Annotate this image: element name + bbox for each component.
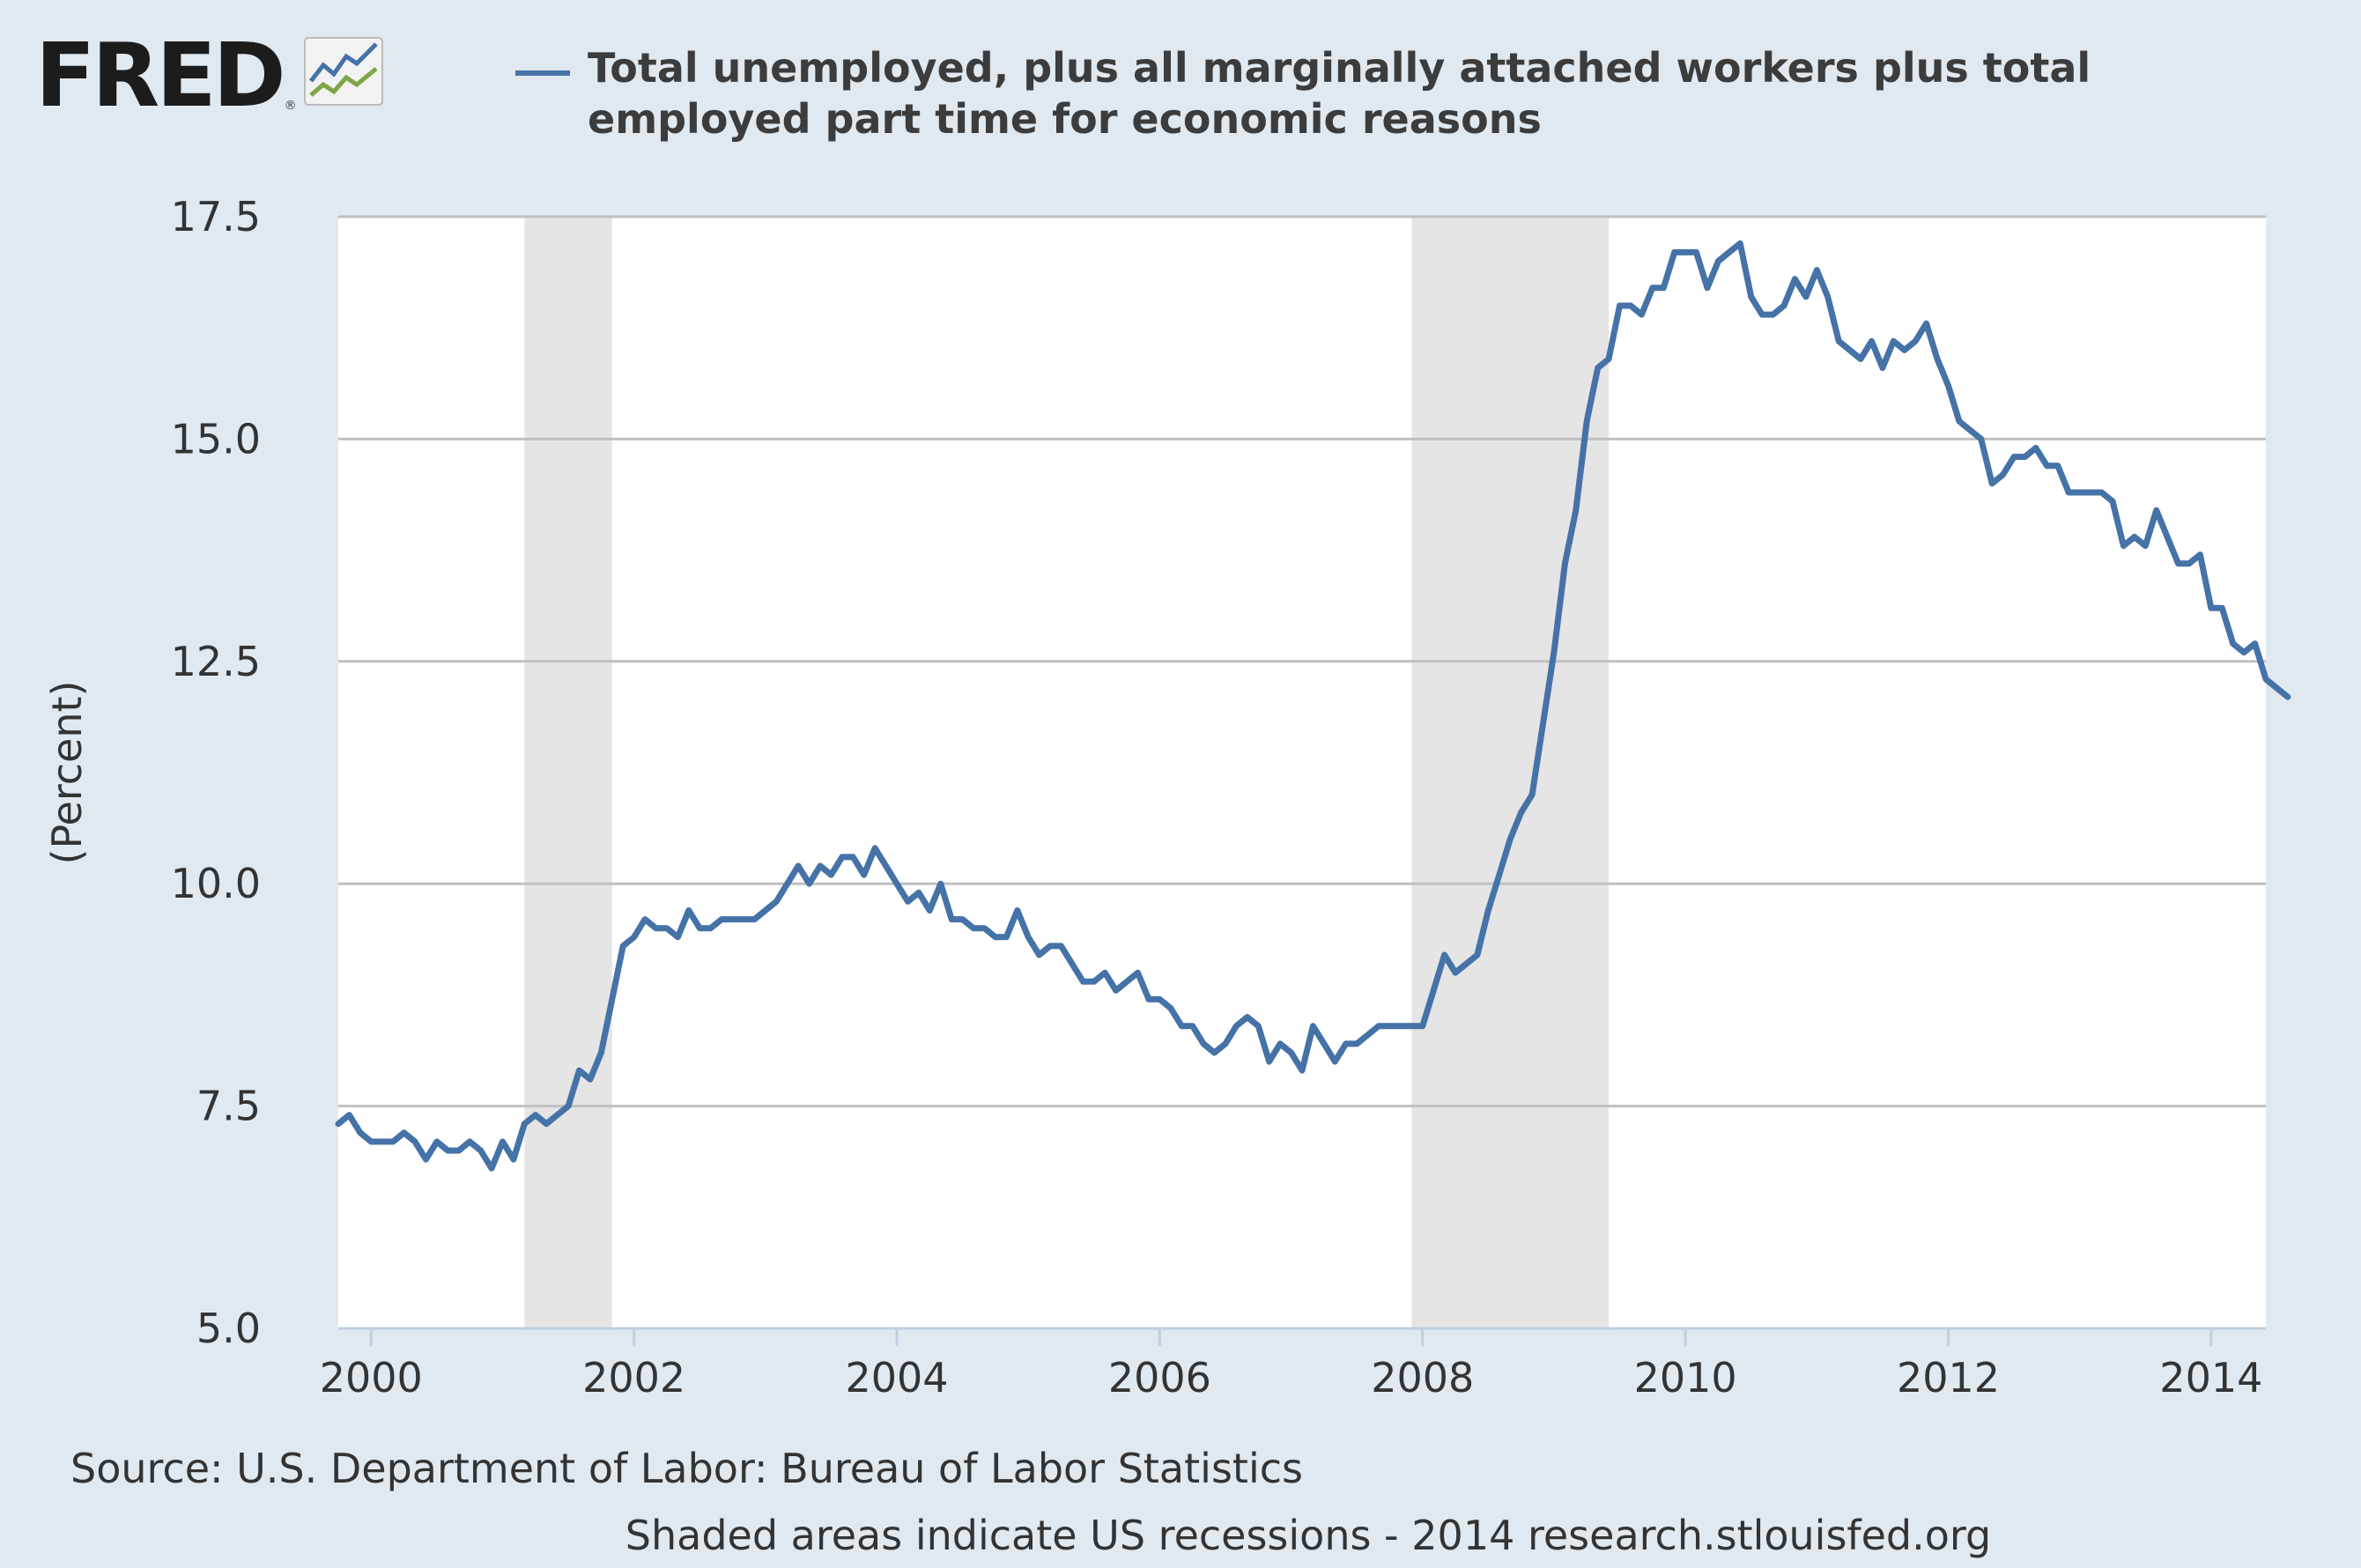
y-tick-label: 17.5 xyxy=(171,193,261,240)
recession-note: Shaded areas indicate US recessions - 20… xyxy=(625,1512,1992,1559)
recession-band-1 xyxy=(524,217,612,1328)
legend-swatch xyxy=(515,70,570,76)
recession-band-2 xyxy=(1411,217,1610,1328)
trend-chart-icon xyxy=(303,37,383,109)
source-note: Source: U.S. Department of Labor: Bureau… xyxy=(70,1445,1303,1492)
registered-mark: ® xyxy=(284,99,297,113)
x-tick-label: 2002 xyxy=(582,1354,685,1402)
y-axis-label: (Percent) xyxy=(43,681,91,865)
y-tick-label: 12.5 xyxy=(171,638,261,685)
y-tick-label: 5.0 xyxy=(196,1305,261,1352)
series-line-group xyxy=(335,240,2291,1172)
y-tick-label: 7.5 xyxy=(196,1083,261,1130)
chart-legend: Total unemployed, plus all marginally at… xyxy=(515,42,2261,144)
x-tick-label: 2004 xyxy=(845,1354,948,1402)
axis-ticks: 5.0 7.5 10.0 12.5 15.0 17.5 2000 2002 2004 2006 20… xyxy=(171,193,2266,1402)
line-chart: 5.0 7.5 10.0 12.5 15.0 17.5 2000 2002 2004 2006 20… xyxy=(43,193,2291,1402)
x-tick-label: 2000 xyxy=(320,1354,423,1402)
fred-logo: FRED ® xyxy=(35,32,383,120)
recession-shading xyxy=(524,217,1610,1328)
logo-text: FRED xyxy=(35,24,286,127)
plot-area xyxy=(338,217,2266,1328)
y-tick-label: 10.0 xyxy=(171,860,261,907)
y-tick-label: 15.0 xyxy=(171,415,261,462)
legend-series-label: Total unemployed, plus all marginally at… xyxy=(588,44,2091,143)
x-tick-label: 2010 xyxy=(1634,1354,1737,1402)
x-tick-label: 2008 xyxy=(1371,1354,1474,1402)
x-tick-label: 2006 xyxy=(1108,1354,1211,1402)
series-line-1 xyxy=(335,240,2291,1172)
x-tick-label: 2012 xyxy=(1897,1354,2000,1402)
x-tick-label: 2014 xyxy=(2159,1354,2262,1402)
